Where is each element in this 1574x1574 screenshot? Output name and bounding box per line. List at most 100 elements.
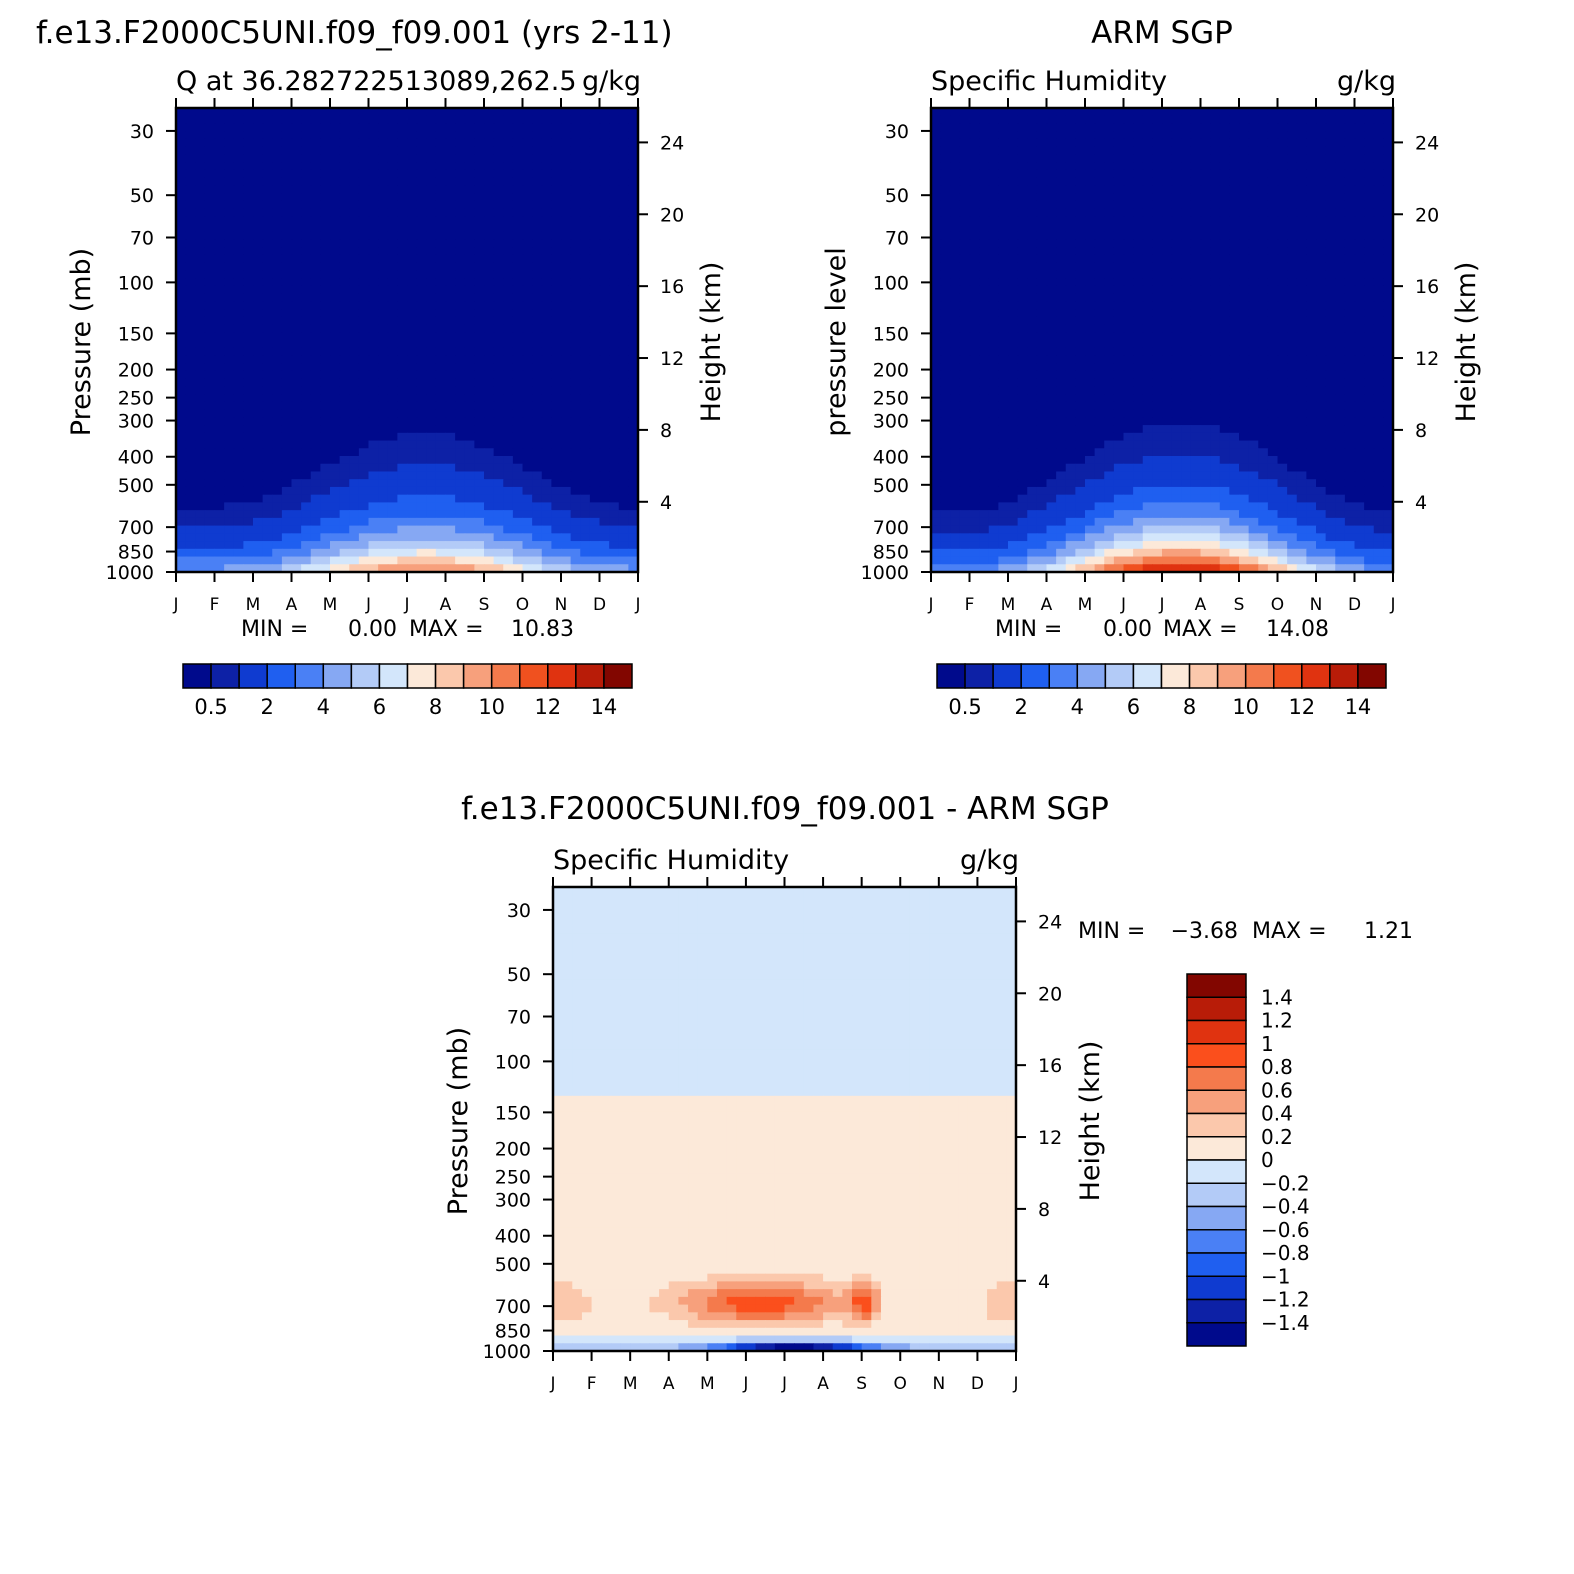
- field-cell: [310, 486, 321, 496]
- field-cell: [358, 231, 370, 241]
- field-cell: [969, 193, 980, 202]
- field-cell: [1364, 239, 1375, 248]
- field-cell: [1152, 262, 1163, 271]
- field-cell: [484, 262, 495, 271]
- field-cell: [320, 417, 331, 426]
- field-cell: [1344, 347, 1356, 357]
- field-cell: [358, 270, 370, 279]
- field-cell: [310, 301, 321, 310]
- field-cell: [484, 185, 495, 194]
- field-cell: [532, 486, 543, 496]
- field-cell: [233, 448, 244, 457]
- field-cell: [1104, 378, 1115, 387]
- field-cell: [1267, 247, 1279, 256]
- field-cell: [541, 177, 552, 186]
- field-cell: [1296, 355, 1307, 364]
- field-cell: [330, 541, 341, 550]
- field-cell: [262, 262, 273, 271]
- field-cell: [426, 309, 437, 318]
- field-cell: [243, 556, 254, 565]
- field-cell: [1085, 169, 1096, 179]
- field-cell: [940, 108, 951, 117]
- field-cell: [397, 115, 408, 125]
- field-cell: [551, 417, 562, 426]
- field-cell: [1229, 262, 1240, 271]
- field-cell: [484, 239, 495, 248]
- field-cell: [1152, 216, 1163, 225]
- field-cell: [503, 185, 514, 194]
- field-cell: [580, 456, 591, 465]
- field-cell: [493, 154, 504, 163]
- field-cell: [1017, 208, 1028, 217]
- field-cell: [445, 548, 456, 558]
- field-cell: [570, 316, 581, 326]
- field-cell: [1113, 278, 1125, 287]
- field-cell: [1094, 347, 1105, 357]
- field-cell: [397, 541, 408, 550]
- field-cell: [551, 486, 562, 496]
- field-cell: [310, 324, 321, 333]
- field-cell: [195, 432, 206, 442]
- field-cell: [1219, 115, 1230, 125]
- field-cell: [339, 502, 350, 511]
- field-cell: [339, 340, 350, 349]
- field-cell: [464, 448, 475, 457]
- field-cell: [1008, 394, 1019, 403]
- field-cell: [1364, 293, 1375, 302]
- field-cell: [455, 355, 466, 364]
- field-cell: [628, 363, 639, 372]
- field-cell: [532, 448, 543, 457]
- field-cell: [301, 270, 312, 279]
- field-cell: [561, 347, 572, 357]
- field-cell: [387, 386, 398, 395]
- field-cell: [512, 216, 524, 225]
- field-cell: [435, 378, 447, 387]
- field-cell: [1354, 154, 1365, 163]
- field-cell: [195, 154, 206, 163]
- field-cell: [243, 123, 254, 132]
- field-cell: [291, 224, 302, 233]
- field-cell: [1171, 401, 1182, 411]
- field-cell: [1248, 363, 1259, 372]
- field-cell: [387, 301, 398, 310]
- field-cell: [609, 115, 620, 125]
- field-cell: [204, 270, 216, 279]
- field-cell: [310, 533, 321, 542]
- field-cell: [185, 131, 196, 140]
- field-cell: [512, 510, 524, 519]
- field-cell: [224, 409, 235, 418]
- field-cell: [1152, 425, 1163, 434]
- field-cell: [1383, 231, 1394, 241]
- field-cell: [599, 432, 610, 442]
- field-cell: [609, 169, 620, 179]
- field-cell: [204, 162, 216, 171]
- field-cell: [1171, 254, 1182, 264]
- field-cell: [435, 448, 447, 457]
- field-cell: [310, 525, 321, 534]
- field-cell: [484, 401, 495, 411]
- field-cell: [1123, 409, 1134, 418]
- field-cell: [1239, 131, 1250, 140]
- field-cell: [301, 386, 312, 395]
- field-cell: [522, 440, 533, 449]
- field-cell: [233, 479, 244, 488]
- field-cell: [609, 502, 620, 511]
- field-cell: [950, 394, 961, 403]
- field-cell: [445, 409, 456, 418]
- field-cell: [561, 510, 572, 519]
- field-cell: [1210, 254, 1221, 264]
- field-cell: [1008, 108, 1019, 117]
- field-cell: [969, 231, 980, 241]
- field-cell: [1152, 347, 1163, 357]
- field-cell: [204, 370, 216, 380]
- field-cell: [176, 162, 187, 171]
- field-cell: [628, 448, 639, 457]
- field-cell: [1267, 378, 1279, 387]
- field-cell: [1325, 193, 1336, 202]
- field-cell: [1325, 394, 1336, 403]
- field-cell: [1239, 270, 1250, 279]
- field-cell: [1162, 270, 1173, 279]
- field-cell: [931, 239, 942, 248]
- field-cell: [1065, 177, 1076, 186]
- field-cell: [1296, 154, 1307, 163]
